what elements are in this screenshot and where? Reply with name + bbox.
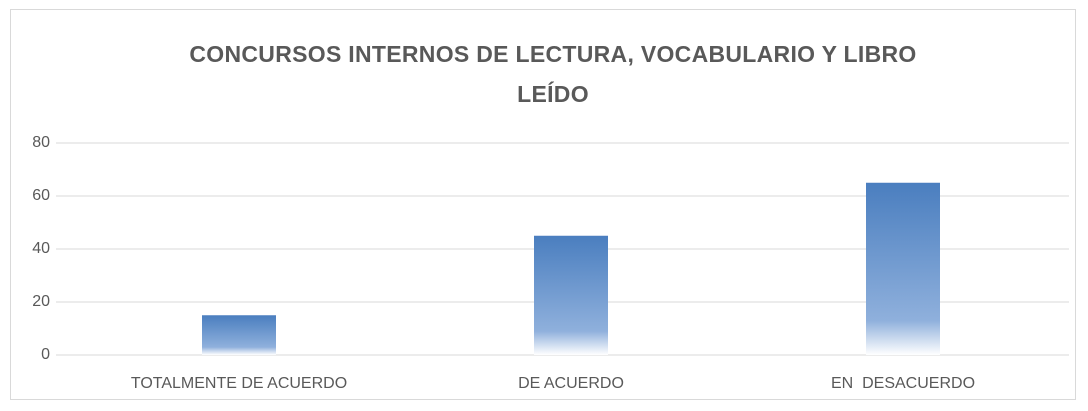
bar [202, 315, 276, 355]
y-tick-label: 60 [32, 187, 50, 204]
x-tick-label: EN DESACUERDO [831, 375, 975, 392]
y-tick-label: 40 [32, 240, 50, 257]
y-tick-label: 0 [41, 346, 50, 363]
x-tick-label: DE ACUERDO [518, 375, 624, 392]
bar [866, 182, 940, 355]
chart-title: CONCURSOS INTERNOS DE LECTURA, VOCABULAR… [189, 41, 917, 107]
y-tick-label: 20 [32, 293, 50, 310]
chart-frame [10, 9, 1076, 400]
y-tick-label: 80 [32, 134, 50, 151]
x-tick-label: TOTALMENTE DE ACUERDO [131, 375, 347, 392]
bar [534, 235, 608, 355]
